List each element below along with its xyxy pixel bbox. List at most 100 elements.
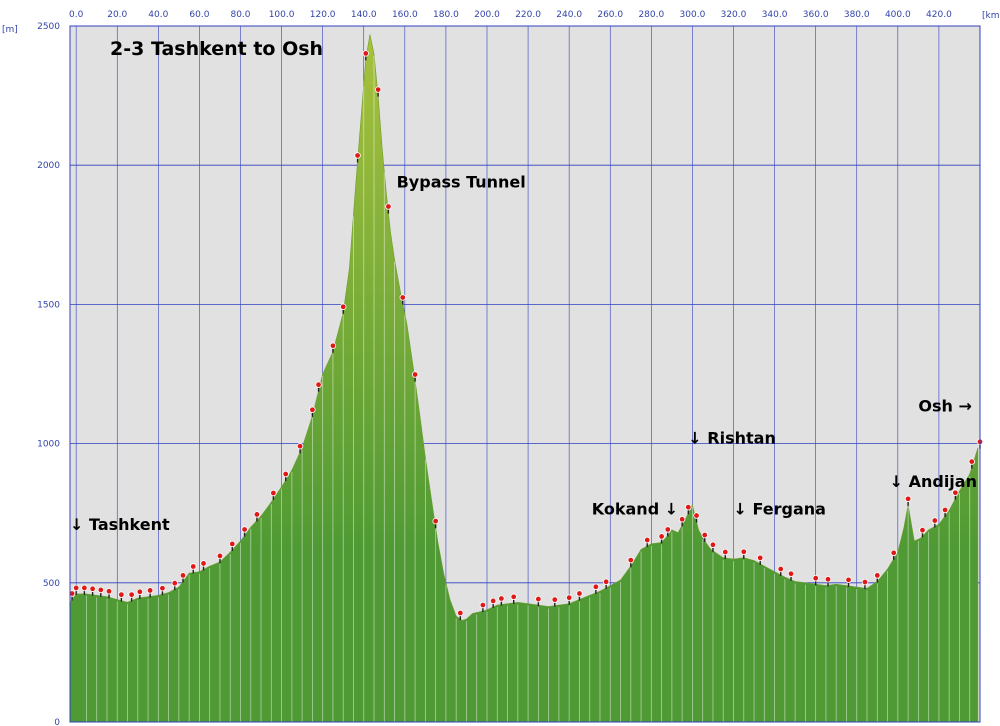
plot-frame <box>69 25 981 723</box>
waypoint-marker <box>722 548 729 560</box>
waypoint-marker <box>399 294 406 305</box>
waypoint-marker <box>354 152 361 163</box>
x-tick-label: 320.0 <box>721 10 747 20</box>
waypoint-marker <box>329 342 337 353</box>
waypoint-marker <box>693 512 700 523</box>
y-tick-label: 0 <box>54 718 60 726</box>
place-label: ↓ Rishtan <box>688 429 776 448</box>
waypoint-marker <box>229 540 236 551</box>
chart-title: 2-3 Tashkent to Osh <box>110 38 323 60</box>
x-tick-label: 80.0 <box>230 10 250 20</box>
waypoint-marker <box>411 371 419 382</box>
waypoint-marker <box>941 506 949 517</box>
distance-stripes <box>86 55 971 722</box>
waypoint-marker <box>479 601 487 613</box>
waypoint-marker <box>904 495 912 506</box>
waypoint-marker <box>432 517 439 529</box>
waypoint-marker <box>282 470 289 482</box>
waypoint-marker <box>171 580 178 591</box>
waypoint-marker <box>340 303 347 314</box>
x-tick-label: 280.0 <box>638 10 664 20</box>
x-tick-label: 100.0 <box>269 10 295 20</box>
x-tick-label: 380.0 <box>844 10 870 20</box>
place-label: ↓ Andijan <box>890 472 977 491</box>
waypoint-marker <box>576 590 583 601</box>
place-label: ↓ Tashkent <box>70 515 170 534</box>
waypoint-marker <box>565 594 573 605</box>
place-label: Bypass Tunnel <box>397 172 526 191</box>
x-tick-label: 140.0 <box>351 10 377 20</box>
waypoint-marker <box>89 585 96 596</box>
y-tick-label: 2500 <box>37 22 60 32</box>
waypoint-marker <box>270 489 277 501</box>
x-tick-label: 340.0 <box>762 10 788 20</box>
waypoint-marker <box>296 443 304 454</box>
waypoint-marker <box>757 554 764 565</box>
x-tick-label: 360.0 <box>803 10 829 20</box>
waypoint-markers <box>68 50 984 620</box>
waypoint-marker <box>241 526 248 537</box>
x-axis-tick-labels: 0.0 20.0 40.0 60.0 80.0 100.0 120.0 140.0 160.0 1… <box>69 10 952 20</box>
waypoint-marker <box>701 531 708 543</box>
x-tick-label: 220.0 <box>515 10 541 20</box>
waypoint-marker <box>97 586 105 597</box>
waypoint-marker <box>362 50 370 61</box>
waypoint-marker <box>952 489 959 500</box>
x-axis-unit: [km] <box>982 11 1000 21</box>
waypoint-marker <box>200 560 207 571</box>
place-annotations: Bypass Tunnel ↓ Tashkent Kokand ↓ ↓ Rishtan… <box>70 172 977 533</box>
waypoint-marker <box>190 563 197 574</box>
x-tick-label: 0.0 <box>69 10 84 20</box>
x-tick-label: 60.0 <box>189 10 209 20</box>
waypoint-marker <box>457 609 464 620</box>
waypoint-marker <box>812 574 819 586</box>
elevation-area <box>69 34 979 723</box>
x-tick-label: 240.0 <box>556 10 582 20</box>
waypoint-marker <box>602 578 610 589</box>
waypoint-marker <box>118 591 125 602</box>
waypoint-marker <box>592 583 600 594</box>
waypoint-marker <box>845 576 852 587</box>
waypoint-marker <box>374 86 382 97</box>
waypoint-marker <box>253 511 261 522</box>
waypoint-marker <box>740 548 747 559</box>
y-tick-label: 500 <box>43 579 60 589</box>
waypoint-marker <box>664 526 671 537</box>
x-tick-label: 120.0 <box>310 10 336 20</box>
waypoint-marker <box>498 595 505 606</box>
y-tick-label: 2000 <box>37 161 60 171</box>
place-label: ↓ Fergana <box>733 500 825 519</box>
waypoint-marker <box>136 588 144 599</box>
x-tick-label: 20.0 <box>107 10 127 20</box>
waypoint-marker <box>81 584 88 595</box>
place-label: Osh → <box>918 397 972 416</box>
x-tick-label: 300.0 <box>680 10 706 20</box>
y-axis-tick-labels: 0 500 1000 1500 2000 2500 <box>37 22 60 726</box>
waypoint-marker <box>931 517 939 528</box>
waypoint-marker <box>777 565 784 577</box>
waypoint-marker <box>179 572 187 583</box>
waypoint-marker <box>309 406 316 417</box>
x-tick-label: 200.0 <box>474 10 500 20</box>
waypoint-marker <box>874 572 881 583</box>
x-tick-label: 420.0 <box>926 10 952 20</box>
x-tick-label: 260.0 <box>597 10 623 20</box>
waypoint-marker <box>159 585 166 596</box>
waypoint-marker <box>128 591 135 602</box>
waypoint-marker <box>658 533 665 544</box>
waypoint-marker <box>685 504 692 515</box>
x-tick-label: 160.0 <box>392 10 418 20</box>
waypoint-marker <box>510 593 517 604</box>
x-tick-label: 180.0 <box>433 10 459 20</box>
y-tick-label: 1500 <box>37 300 60 310</box>
waypoint-marker <box>968 458 975 469</box>
waypoint-marker <box>919 526 926 538</box>
y-axis-unit: [m] <box>2 25 18 35</box>
waypoint-marker <box>890 549 897 560</box>
waypoint-marker <box>72 584 80 595</box>
waypoint-marker <box>709 541 717 552</box>
waypoint-marker <box>385 203 392 214</box>
waypoint-marker <box>315 381 322 392</box>
